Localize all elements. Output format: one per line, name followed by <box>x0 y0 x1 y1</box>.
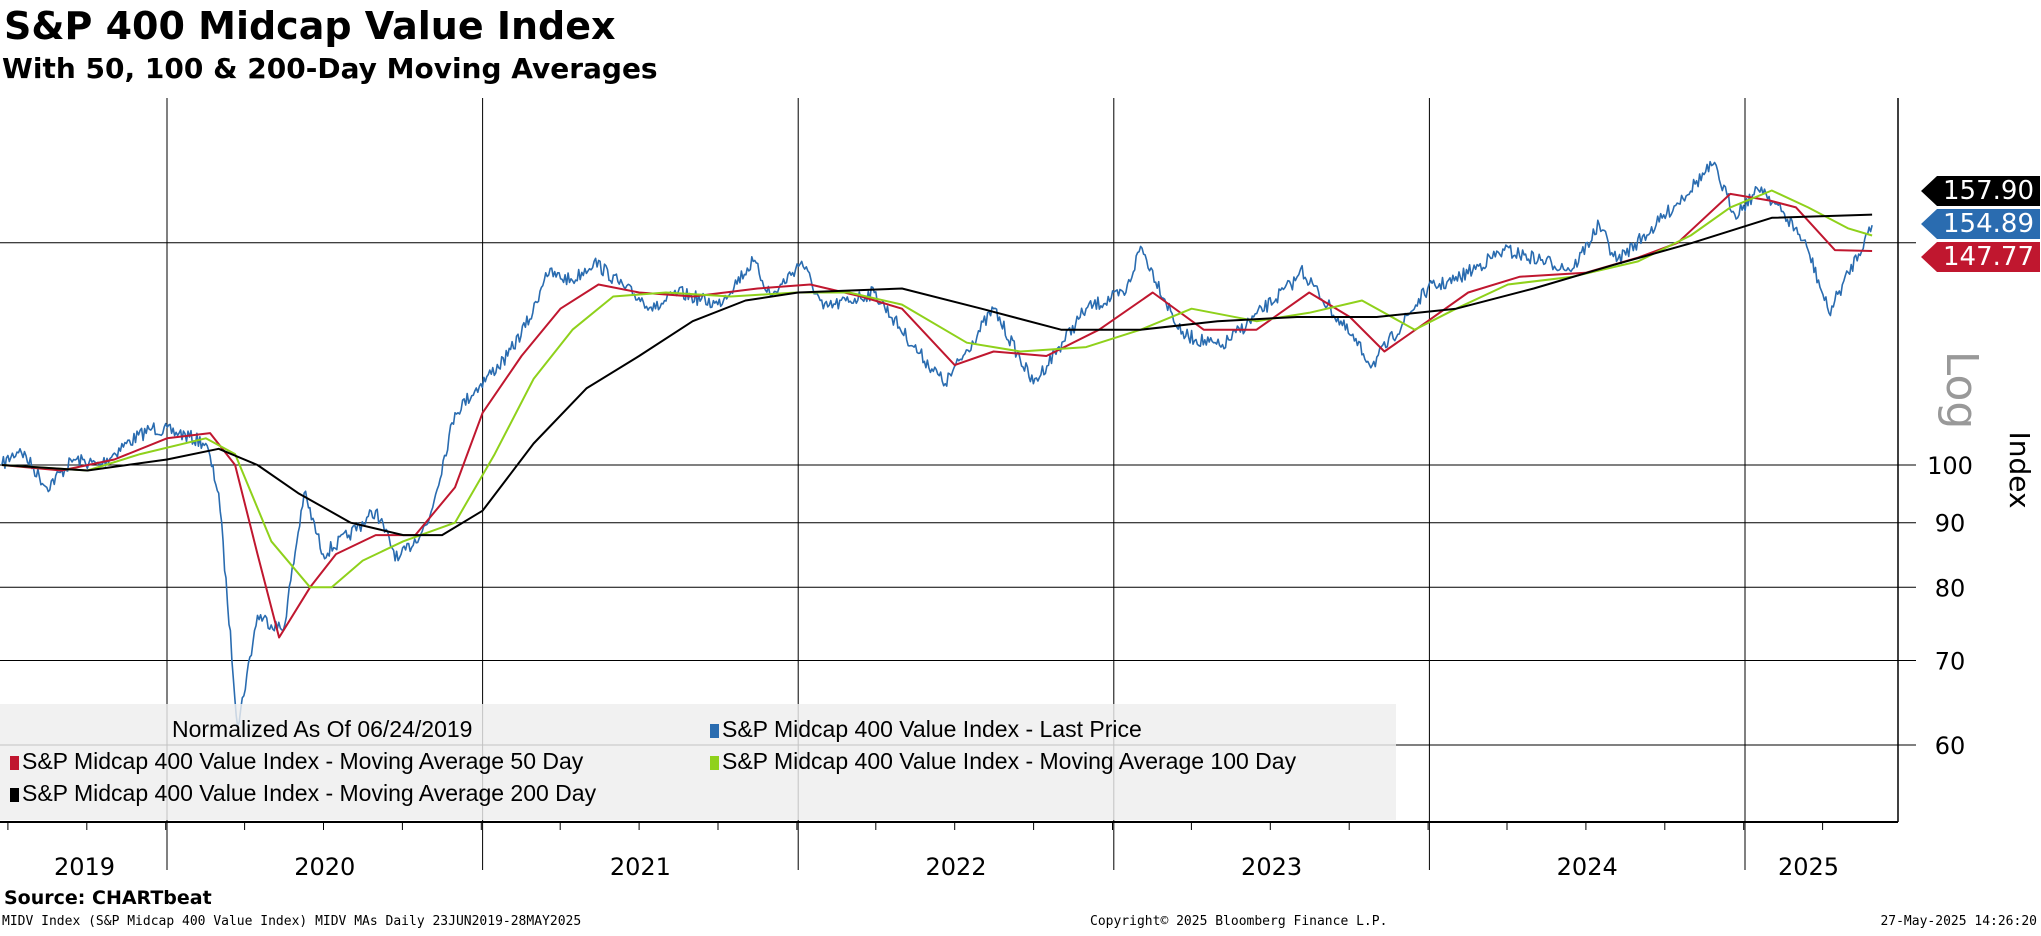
legend: Normalized As Of 06/24/2019 S&P Midcap 4… <box>0 704 1396 820</box>
last-value-ma200: 157.90 <box>1921 176 2040 206</box>
series-line-ma50 <box>1 192 1873 639</box>
y-tick-label: 60 <box>1935 732 1966 760</box>
legend-item-ma200: S&P Midcap 400 Value Index - Moving Aver… <box>10 780 596 807</box>
copyright: Copyright© 2025 Bloomberg Finance L.P. <box>1090 914 1388 929</box>
series-line-ma100 <box>1 189 1873 589</box>
series-line-ma200 <box>1 213 1873 537</box>
last-value-ma50: 147.77 <box>1921 242 2040 272</box>
x-tick-label: 2021 <box>610 853 671 881</box>
last-value-price: 154.89 <box>1921 209 2040 239</box>
y-tick-label: 90 <box>1935 510 1966 538</box>
series-line-last-price <box>1 160 1873 728</box>
chart-subtitle: With 50, 100 & 200-Day Moving Averages <box>2 52 658 85</box>
x-tick-label: 2024 <box>1557 853 1618 881</box>
x-tick-label: 2022 <box>925 853 986 881</box>
y-tick-label: 70 <box>1935 647 1966 675</box>
source-note: Source: CHARTbeat <box>4 887 212 909</box>
legend-swatch <box>710 724 719 738</box>
y-tick-label: 100 <box>1927 452 1973 480</box>
legend-note: Normalized As Of 06/24/2019 <box>172 716 473 742</box>
y-axis-label: Index <box>2003 431 2036 508</box>
timestamp: 27-May-2025 14:26:20 <box>1880 914 2037 929</box>
legend-swatch <box>10 756 19 770</box>
legend-item-ma100: S&P Midcap 400 Value Index - Moving Aver… <box>710 748 1296 775</box>
chart-title: S&P 400 Midcap Value Index <box>4 4 616 48</box>
x-tick-label: 2023 <box>1241 853 1302 881</box>
legend-item-last-price: S&P Midcap 400 Value Index - Last Price <box>710 716 1142 743</box>
x-tick-label: 2020 <box>294 853 355 881</box>
description: MIDV Index (S&P Midcap 400 Value Index) … <box>2 914 582 929</box>
y-scale-label: Log <box>1936 351 1987 430</box>
y-tick-label: 80 <box>1935 574 1966 602</box>
legend-swatch <box>10 788 19 802</box>
x-tick-label: 2019 <box>54 853 115 881</box>
x-tick-label: 2025 <box>1778 853 1839 881</box>
legend-swatch <box>710 756 719 770</box>
legend-item-ma50: S&P Midcap 400 Value Index - Moving Aver… <box>10 748 583 775</box>
